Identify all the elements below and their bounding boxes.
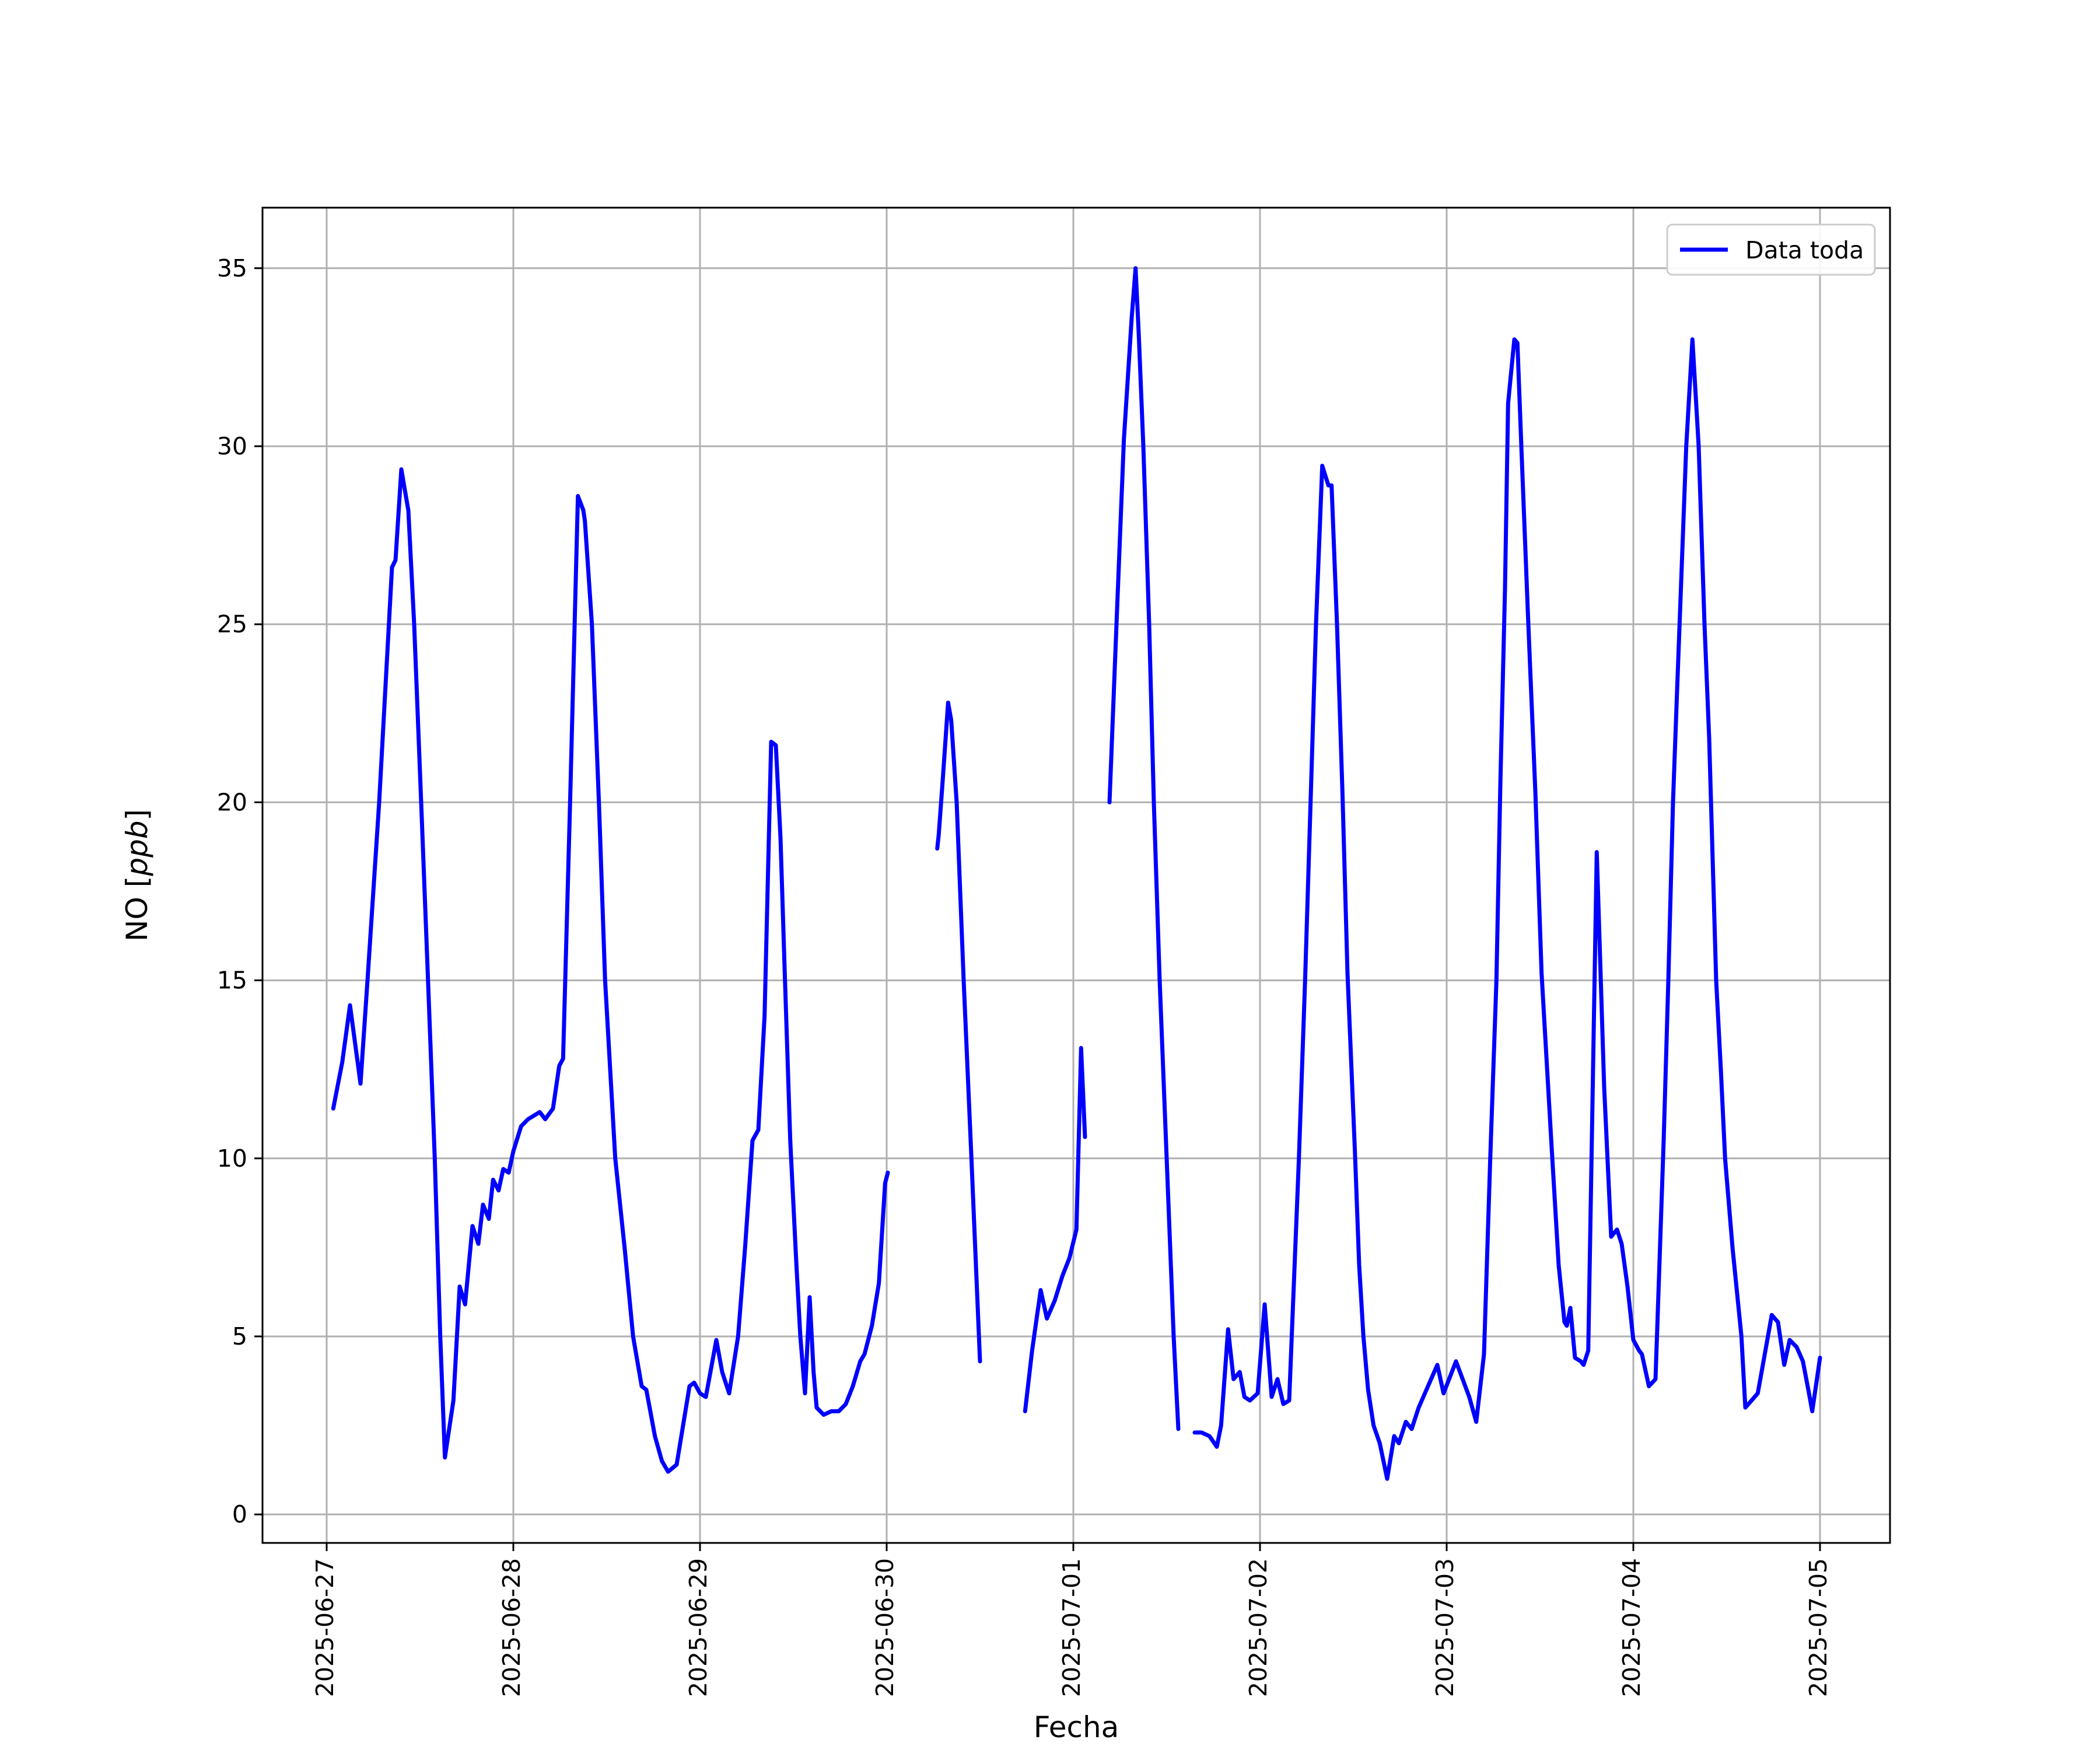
legend-label: Data toda — [1745, 236, 1864, 264]
y-tick-label: 35 — [217, 254, 247, 282]
x-axis: 2025-06-27 2025-06-28 2025-06-29 2025-06-30… — [311, 1543, 1832, 1697]
y-axis-label: NO [ppb] — [120, 809, 154, 942]
x-tick-label: 2025-07-01 — [1058, 1558, 1086, 1697]
x-tick-label: 2025-06-28 — [498, 1558, 526, 1697]
x-tick-label: 2025-07-05 — [1804, 1558, 1832, 1697]
x-tick-label: 2025-06-30 — [871, 1558, 899, 1697]
series-line-segment — [935, 701, 982, 1364]
series-data-toda — [331, 266, 1822, 1481]
x-tick-label: 2025-07-04 — [1618, 1558, 1646, 1697]
y-tick-label: 10 — [217, 1144, 247, 1172]
y-tick-label: 5 — [232, 1322, 247, 1350]
series-line-segment — [1023, 1046, 1087, 1413]
series-line-segment — [1107, 266, 1181, 1432]
plot-spines — [261, 206, 1891, 1544]
y-tick-label: 30 — [217, 432, 247, 460]
y-tick-label: 15 — [217, 967, 247, 995]
y-tick-label: 20 — [217, 788, 247, 816]
x-axis-label: Fecha — [1034, 1710, 1119, 1744]
series-line-segment — [331, 467, 890, 1474]
x-tick-label: 2025-07-02 — [1244, 1558, 1272, 1697]
x-tick-label: 2025-06-29 — [684, 1558, 712, 1697]
x-tick-label: 2025-06-27 — [311, 1558, 339, 1697]
series-line-segment — [1192, 337, 1822, 1481]
y-axis: 0 5 10 15 20 25 30 35 — [217, 254, 262, 1528]
legend: Data toda — [1666, 223, 1876, 276]
y-tick-label: 25 — [217, 610, 247, 638]
legend-box — [1666, 223, 1876, 276]
x-tick-label: 2025-07-03 — [1431, 1558, 1459, 1697]
y-tick-label: 0 — [232, 1500, 247, 1528]
grid — [262, 208, 1890, 1543]
